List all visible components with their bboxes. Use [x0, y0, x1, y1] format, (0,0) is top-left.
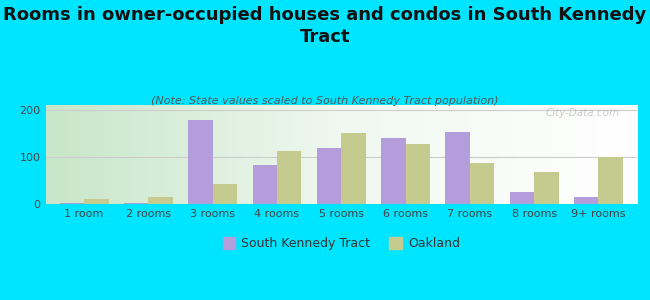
Bar — [445, 132, 470, 204]
Bar — [148, 197, 173, 204]
Bar — [188, 120, 213, 204]
Bar — [317, 148, 341, 204]
Bar — [84, 199, 109, 204]
Bar — [406, 144, 430, 204]
Text: Rooms in owner-occupied houses and condos in South Kennedy
Tract: Rooms in owner-occupied houses and condo… — [3, 6, 647, 46]
Bar — [341, 133, 366, 204]
Bar — [599, 157, 623, 204]
Bar — [381, 138, 406, 204]
Text: City-Data.com: City-Data.com — [545, 108, 619, 118]
Bar — [213, 184, 237, 204]
Text: (Note: State values scaled to South Kennedy Tract population): (Note: State values scaled to South Kenn… — [151, 96, 499, 106]
Bar — [510, 192, 534, 204]
Bar — [534, 172, 558, 204]
Bar — [574, 197, 599, 204]
Bar — [470, 163, 494, 204]
Bar — [124, 203, 148, 204]
Bar — [277, 151, 302, 204]
Bar — [60, 203, 84, 204]
Bar — [253, 165, 277, 204]
Legend: South Kennedy Tract, Oakland: South Kennedy Tract, Oakland — [218, 232, 465, 255]
